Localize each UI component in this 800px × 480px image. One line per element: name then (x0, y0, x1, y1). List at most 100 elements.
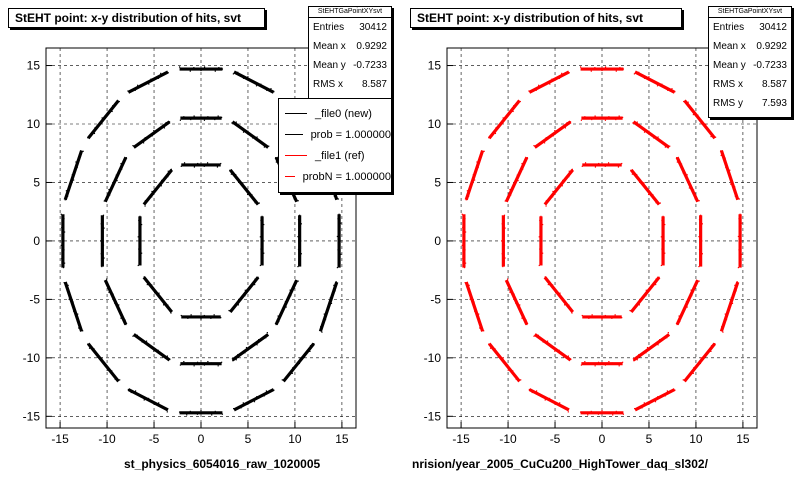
hit-point (259, 236, 261, 238)
hit-point (497, 356, 500, 358)
hit-point (254, 278, 256, 280)
x-tick-label: -5 (550, 432, 561, 446)
hit-point (694, 198, 696, 200)
hit-point (615, 118, 617, 121)
hit-point (207, 67, 209, 69)
hit-point (297, 200, 299, 202)
hit-point (233, 408, 235, 410)
hit-point (284, 301, 287, 303)
hit-point (580, 364, 582, 366)
hit-point (548, 397, 551, 400)
hit-point (101, 248, 103, 251)
hit-point (114, 302, 116, 304)
hit-point (479, 327, 481, 329)
hit-point (648, 130, 650, 132)
hit-point (734, 190, 736, 193)
hit-point (158, 402, 160, 404)
hit-point (584, 116, 586, 118)
hit-point (261, 215, 263, 217)
hit-point (701, 240, 703, 242)
hit-point (242, 131, 245, 133)
hit-point (720, 154, 722, 157)
hit-point (587, 69, 589, 71)
hit-point (337, 198, 339, 200)
hit-point (547, 283, 549, 286)
hit-point (240, 353, 242, 355)
hit-point (597, 116, 600, 119)
hit-point (246, 401, 248, 404)
hit-point (475, 170, 477, 172)
hit-point (280, 312, 282, 314)
hit-point (478, 322, 480, 324)
hit-point (253, 82, 255, 84)
hit-point (740, 240, 742, 242)
hit-point (154, 188, 156, 191)
hit-point (168, 308, 171, 310)
hit-point (636, 121, 638, 123)
hit-point (516, 103, 518, 105)
y-tick-label: 0 (434, 234, 441, 248)
hit-point (544, 399, 546, 401)
hit-point (139, 338, 141, 340)
hit-point (669, 145, 671, 147)
hit-point (338, 244, 340, 246)
hit-point (150, 400, 153, 403)
hit-point (512, 185, 514, 188)
hit-point (521, 317, 523, 319)
legend-line-new (285, 134, 303, 135)
hit-point (103, 257, 105, 259)
right-stats-rms-y: RMS y 7.593 (709, 94, 791, 113)
hit-point (502, 117, 504, 119)
hit-point (255, 85, 258, 87)
hit-point (289, 289, 291, 291)
hit-point (501, 223, 503, 225)
hit-point (151, 190, 153, 193)
hit-point (689, 105, 691, 107)
hit-point (190, 314, 192, 316)
hit-point (275, 323, 277, 326)
y-tick-label: 0 (33, 234, 40, 248)
hit-point (106, 369, 108, 371)
hit-point (561, 72, 563, 74)
hit-point (238, 124, 240, 127)
hit-point (147, 397, 150, 400)
hit-point (203, 411, 206, 413)
hit-point (293, 198, 295, 200)
left-stats-mean-y: Mean y -0.7233 (309, 56, 391, 75)
hit-point (297, 248, 300, 251)
hit-point (193, 67, 195, 69)
hit-point (170, 168, 172, 170)
hit-point (540, 244, 542, 246)
hit-point (637, 407, 639, 409)
hit-point (197, 162, 199, 165)
hit-point (252, 345, 255, 347)
hit-point (139, 143, 141, 145)
hit-point (636, 174, 638, 176)
hit-point (200, 318, 202, 320)
hit-point (138, 219, 140, 222)
hit-point (107, 287, 109, 289)
hit-point (641, 407, 643, 409)
hit-point (292, 193, 294, 195)
hit-point (707, 352, 709, 355)
hit-point (710, 350, 712, 352)
hit-point (533, 145, 535, 147)
hit-point (594, 412, 596, 414)
hit-point (698, 280, 700, 282)
hit-point (664, 86, 666, 88)
hit-point (260, 83, 262, 85)
hit-point (74, 170, 76, 172)
hit-point (260, 232, 263, 234)
hit-point (150, 347, 152, 349)
legend-label: _file0 (new) (315, 107, 372, 120)
hit-point (186, 362, 188, 364)
hit-point (63, 249, 65, 251)
hit-point (145, 340, 148, 342)
hit-point (61, 240, 63, 242)
hit-point (695, 283, 698, 285)
hit-point (612, 69, 614, 71)
hit-point (533, 335, 535, 337)
hit-point (269, 389, 271, 392)
hit-point (503, 261, 505, 263)
hit-point (526, 157, 528, 159)
